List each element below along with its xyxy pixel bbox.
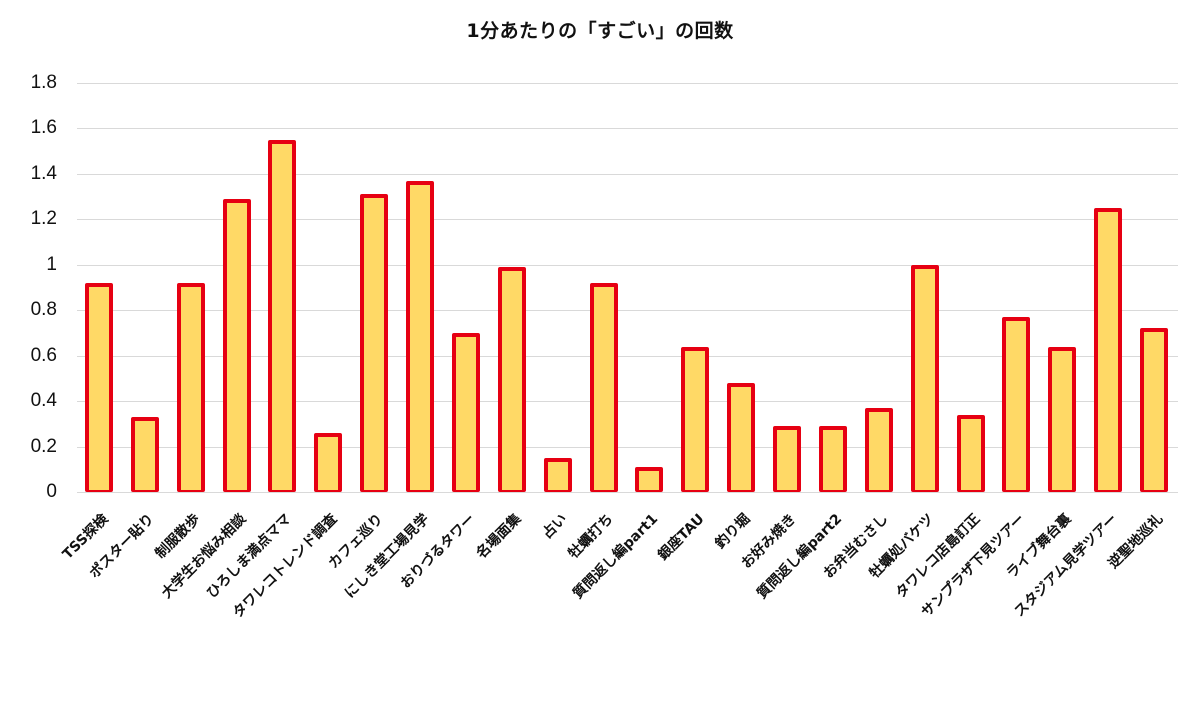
bar	[222, 198, 251, 492]
gridline	[77, 401, 1178, 403]
bar	[1140, 328, 1169, 492]
bar	[1094, 207, 1123, 492]
x-tick-label: 占い	[538, 511, 571, 543]
y-tick-label: 0	[46, 481, 57, 502]
gridline	[77, 446, 1178, 448]
gridline	[77, 219, 1178, 221]
bar	[497, 267, 526, 492]
y-tick-label: 0.2	[30, 435, 57, 457]
gridline	[77, 355, 1178, 357]
bar	[773, 426, 802, 492]
x-tick-label: 名場面集	[473, 511, 525, 562]
gridline	[77, 173, 1178, 175]
y-tick-label: 1.4	[30, 162, 57, 184]
bar	[451, 332, 480, 492]
bar	[268, 139, 297, 492]
bar	[360, 194, 389, 492]
y-tick-label: 1	[46, 253, 57, 275]
y-tick-label: 1.2	[30, 208, 57, 230]
gridline	[77, 492, 1178, 493]
gridline	[77, 128, 1178, 130]
bar	[84, 282, 113, 492]
bar	[543, 457, 572, 492]
bar	[130, 417, 159, 492]
y-tick-label: 1.6	[30, 117, 57, 139]
bar	[176, 282, 205, 492]
gridline	[77, 264, 1178, 266]
plot-area	[77, 83, 1178, 493]
bar	[406, 180, 435, 492]
chart-title: 1分あたりの「すごい」の回数	[466, 20, 734, 42]
y-tick-label: 0.4	[30, 390, 57, 412]
bar	[681, 346, 710, 492]
gridline	[77, 83, 1178, 84]
bar	[635, 467, 664, 492]
bar	[727, 382, 756, 492]
y-tick-label: 0.6	[30, 344, 57, 366]
bar	[864, 407, 893, 492]
bar	[589, 282, 618, 492]
bar	[910, 264, 939, 492]
gridline	[77, 310, 1178, 312]
y-tick-label: 0.8	[30, 299, 57, 321]
bar	[1002, 317, 1031, 492]
bar	[818, 426, 847, 492]
y-tick-label: 1.8	[30, 72, 57, 93]
bar	[314, 432, 343, 492]
bar	[1048, 346, 1077, 492]
x-tick-label: 銀座TAU	[655, 511, 708, 564]
bar	[956, 414, 985, 492]
